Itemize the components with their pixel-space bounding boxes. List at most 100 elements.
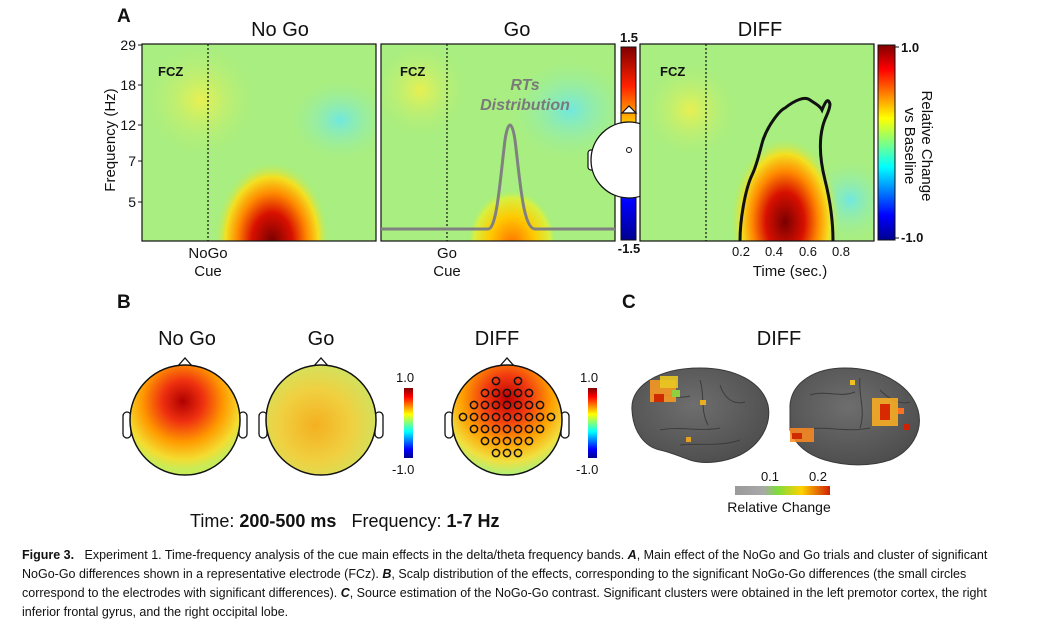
significant-electrodes — [458, 376, 556, 458]
electrode-marker — [480, 388, 490, 398]
colorbar-a-right-label-1: Relative Change — [918, 91, 935, 202]
ytick-12: 12 — [120, 117, 136, 133]
panel-c-label: C — [622, 292, 636, 313]
tf-frame-nogo — [141, 43, 377, 242]
tf-frame-diff — [639, 43, 875, 242]
cue-label-go-2: Cue — [433, 263, 461, 280]
time-tick-0-8: 0.8 — [832, 244, 850, 259]
time-tick-0-6: 0.6 — [799, 244, 817, 259]
rt-label-1: RTs — [510, 77, 539, 94]
topo-map-diff — [444, 357, 570, 476]
panel-b-title-go: Go — [308, 328, 335, 350]
electrode-marker — [480, 424, 490, 434]
electrode-marker — [491, 448, 501, 458]
cue-label-nogo-1: NoGo — [188, 245, 227, 262]
caption-text-1: Experiment 1. Time-frequency analysis of… — [84, 548, 625, 562]
electrode-marker — [491, 436, 501, 446]
electrode-marker — [524, 412, 534, 422]
ytick-18: 18 — [120, 77, 136, 93]
electrode-marker — [502, 388, 512, 398]
electrode-marker — [535, 424, 545, 434]
electrode-marker — [524, 436, 534, 446]
electrode-marker — [491, 424, 501, 434]
electrode-marker — [513, 376, 523, 386]
time-tick-0-2: 0.2 — [732, 244, 750, 259]
ytick-7: 7 — [128, 153, 136, 169]
rt-distribution-curve — [381, 123, 615, 231]
electrode-marker — [480, 412, 490, 422]
electrode-marker — [502, 424, 512, 434]
colorbar-b-right — [588, 388, 597, 458]
caption-text-2: , Main effect of the NoGo and Go trials … — [22, 548, 988, 581]
electrode-marker — [513, 448, 523, 458]
electrode-marker — [502, 400, 512, 410]
electrode-marker — [546, 412, 556, 422]
colorbar-c-label: Relative Change — [727, 499, 831, 515]
colorbar-b-left-min: -1.0 — [392, 462, 414, 477]
caption-c-label: C — [340, 586, 350, 600]
cue-label-go-1: Go — [437, 245, 457, 262]
colorbar-a-left-max: 1.5 — [620, 30, 638, 45]
footer-time-frequency: Time: 200-500 ms Frequency: 1-7 Hz — [190, 511, 500, 531]
panel-a-title-diff: DIFF — [738, 19, 782, 41]
electrode-marker — [535, 412, 545, 422]
time-axis-label: Time (sec.) — [753, 263, 827, 280]
colorbar-c — [735, 486, 830, 495]
brain-right-hemisphere — [789, 367, 920, 466]
significance-cluster-outline — [738, 96, 835, 242]
electrode-marker — [513, 412, 523, 422]
electrode-label-diff: FCZ — [660, 64, 685, 79]
colorbar-b-right-min: -1.0 — [576, 462, 598, 477]
electrode-marker — [502, 412, 512, 422]
colorbar-a-right-min: -1.0 — [901, 230, 923, 245]
panel-a-label: A — [117, 6, 131, 27]
colorbar-b-left-max: 1.0 — [396, 370, 414, 385]
panel-b-label: B — [117, 292, 131, 313]
electrode-marker — [513, 436, 523, 446]
caption-figure-label: Figure 3. — [22, 548, 75, 562]
electrode-marker — [524, 400, 534, 410]
electrode-marker — [535, 400, 545, 410]
time-tick-0-4: 0.4 — [765, 244, 783, 259]
electrode-marker — [491, 376, 501, 386]
topo-map-go — [258, 357, 384, 476]
electrode-marker — [469, 424, 479, 434]
colorbar-a-right — [877, 44, 896, 241]
colorbar-a-right-label-2: vs Baseline — [901, 108, 918, 185]
electrode-marker — [491, 400, 501, 410]
electrode-label-go: FCZ — [400, 64, 425, 79]
rt-label-2: Distribution — [480, 97, 570, 114]
electrode-marker — [469, 412, 479, 422]
colorbar-a-right-max: 1.0 — [901, 40, 919, 55]
caption-text-4: , Source estimation of the NoGo-Go contr… — [22, 586, 987, 619]
brain-left-hemisphere — [631, 367, 770, 463]
cue-label-nogo-2: Cue — [194, 263, 222, 280]
electrode-marker — [502, 448, 512, 458]
colorbar-b-right-max: 1.0 — [580, 370, 598, 385]
panel-b-title-diff: DIFF — [475, 328, 519, 350]
electrode-marker — [480, 436, 490, 446]
panel-a-title-go: Go — [504, 19, 531, 41]
electrode-marker — [513, 400, 523, 410]
panel-b-title-nogo: No Go — [158, 328, 216, 350]
colorbar-a-left-min: -1.5 — [618, 241, 640, 256]
electrode-label-nogo: FCZ — [158, 64, 183, 79]
topo-map-nogo — [122, 357, 248, 476]
panel-a-title-nogo: No Go — [251, 19, 309, 41]
electrode-marker — [513, 388, 523, 398]
caption-b-label: B — [382, 567, 392, 581]
colorbar-c-tick-0-2: 0.2 — [809, 469, 827, 484]
caption-a-label: A — [627, 548, 637, 562]
tf-map-diff — [640, 44, 874, 241]
electrode-marker — [513, 424, 523, 434]
electrode-marker — [480, 400, 490, 410]
panel-a-ylabel: Frequency (Hz) — [102, 88, 119, 191]
ytick-5: 5 — [128, 194, 136, 210]
panel-c-title: DIFF — [757, 328, 801, 350]
tf-map-nogo — [142, 44, 376, 241]
figure-caption: Figure 3. Experiment 1. Time-frequency a… — [22, 546, 1022, 622]
electrode-marker — [469, 400, 479, 410]
colorbar-b-left — [404, 388, 413, 458]
electrode-marker — [502, 436, 512, 446]
